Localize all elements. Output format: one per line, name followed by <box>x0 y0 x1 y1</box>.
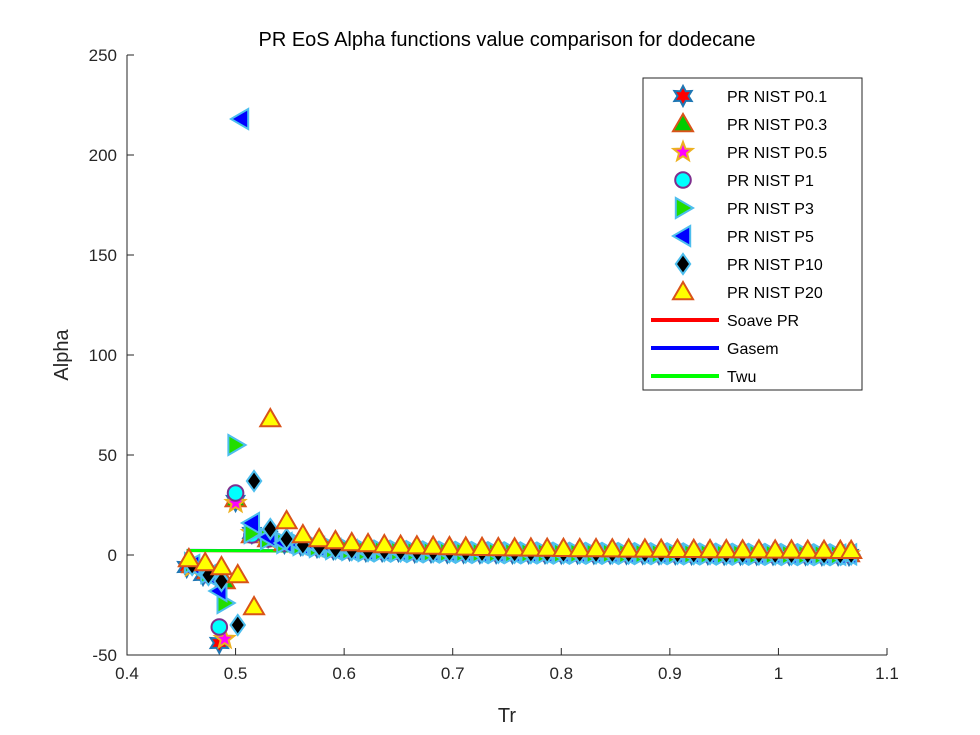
data-point <box>763 538 787 559</box>
y-tick-label: -50 <box>92 646 117 665</box>
legend-marker <box>670 139 696 163</box>
data-point <box>812 538 836 559</box>
legend-marker <box>674 196 695 220</box>
x-tick-label: 1 <box>774 664 783 683</box>
data-point <box>278 527 296 551</box>
legend-marker <box>674 171 692 189</box>
data-point <box>584 537 608 558</box>
legend-marker <box>671 112 695 133</box>
y-tick-label: 0 <box>108 546 117 565</box>
y-tick-label: 100 <box>89 346 117 365</box>
data-point <box>839 538 863 559</box>
data-point <box>356 532 380 553</box>
data-point <box>600 537 625 558</box>
tick-layer: 0.4 0.5 0.6 0.7 0.8 0.9 1 1.1 -50 0 50 100 150 200 250 <box>89 46 899 683</box>
data-point <box>665 537 690 558</box>
chart-title: PR EoS Alpha functions value comparison … <box>259 29 756 51</box>
legend-entry-label: PR NIST P1 <box>727 173 814 190</box>
legend-entry-label: Gasem <box>727 341 779 358</box>
legend-entry-label: PR NIST P5 <box>727 229 814 246</box>
y-tick-label: 50 <box>98 446 117 465</box>
data-point <box>698 538 722 559</box>
data-point <box>210 618 229 636</box>
data-point <box>616 537 641 558</box>
data-point <box>502 536 527 557</box>
legend-entry-label: Soave PR <box>727 313 799 330</box>
data-point <box>454 535 478 556</box>
data-point <box>388 533 413 554</box>
data-point <box>405 534 429 555</box>
data-point <box>747 538 771 559</box>
data-point <box>633 537 657 558</box>
x-tick-label: 0.7 <box>441 664 465 683</box>
data-point <box>307 527 331 548</box>
data-point <box>779 538 804 559</box>
data-point <box>291 523 315 544</box>
data-point <box>177 547 201 568</box>
data-point <box>340 531 364 552</box>
data-point <box>421 534 445 555</box>
data-point <box>730 538 755 559</box>
data-point <box>213 569 230 593</box>
marker-layer <box>176 107 863 656</box>
data-point <box>212 626 237 650</box>
legend-entry-label: PR NIST P0.3 <box>727 117 827 134</box>
data-point <box>437 535 462 556</box>
data-point <box>486 536 511 557</box>
legend-marker <box>674 252 692 276</box>
data-point <box>239 511 261 535</box>
data-point <box>551 536 576 557</box>
data-point <box>258 407 283 428</box>
data-point <box>229 613 247 637</box>
data-point <box>796 538 820 559</box>
data-point <box>274 509 299 530</box>
data-point <box>261 517 279 541</box>
data-point <box>226 484 245 502</box>
data-point <box>682 537 706 558</box>
data-point <box>223 490 248 514</box>
data-point <box>519 536 543 557</box>
legend-entry-label: PR NIST P0.1 <box>727 89 827 106</box>
data-point <box>193 551 217 572</box>
data-point <box>372 533 397 554</box>
data-point <box>323 529 348 550</box>
legend-entry-label: PR NIST P3 <box>727 201 814 218</box>
data-point <box>242 595 266 616</box>
y-tick-label: 250 <box>89 46 117 65</box>
x-axis-label: Tr <box>498 705 516 727</box>
data-point <box>229 107 250 131</box>
legend-marker <box>671 224 692 248</box>
y-tick-label: 200 <box>89 146 117 165</box>
legend-marker <box>671 280 695 301</box>
legend-entry-label: Twu <box>727 369 756 386</box>
x-tick-label: 0.4 <box>115 664 139 683</box>
data-point <box>245 469 263 493</box>
data-point <box>649 537 673 558</box>
x-tick-label: 0.6 <box>332 664 356 683</box>
legend-entry-label: PR NIST P20 <box>727 285 823 302</box>
data-point <box>535 536 559 557</box>
y-tick-label: 150 <box>89 246 117 265</box>
data-point <box>226 563 250 584</box>
data-point <box>227 433 248 457</box>
x-tick-label: 1.1 <box>875 664 899 683</box>
data-point <box>470 535 494 556</box>
series-pr-nist-p20 <box>177 407 863 616</box>
data-point <box>714 538 739 559</box>
data-point <box>568 537 592 558</box>
x-tick-label: 0.9 <box>658 664 682 683</box>
legend-marker <box>672 83 694 109</box>
legend-entry-label: PR NIST P10 <box>727 257 823 274</box>
legend: PR NIST P0.1 PR NIST P0.3 PR NIST P0.5 PR N… <box>642 77 863 391</box>
x-tick-label: 0.8 <box>549 664 573 683</box>
data-point <box>209 555 234 576</box>
x-tick-label: 0.5 <box>224 664 248 683</box>
legend-entry-label: PR NIST P0.5 <box>727 145 827 162</box>
y-axis-label: Alpha <box>51 329 73 381</box>
